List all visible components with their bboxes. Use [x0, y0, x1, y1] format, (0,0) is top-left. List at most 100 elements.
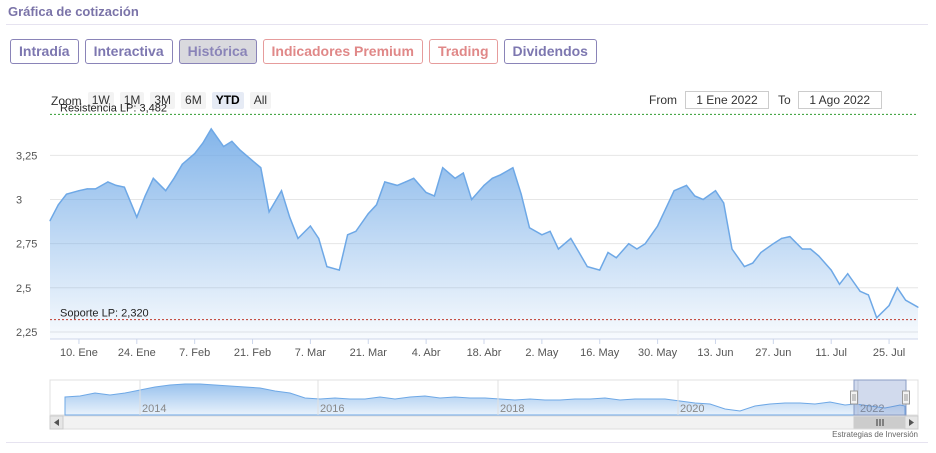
data-point: [694, 195, 696, 197]
data-point: [491, 177, 493, 179]
data-point: [115, 184, 117, 186]
y-axis-labels: 3,25 3 2,75 2,5 2,25: [16, 150, 37, 339]
data-point: [801, 248, 803, 250]
x-tick-label: 10. Ene: [60, 347, 98, 359]
chart-tabs: Intradía Interactiva Histórica Indicador…: [10, 39, 597, 64]
data-point: [528, 227, 531, 229]
tab-dividendos[interactable]: Dividendos: [503, 39, 597, 64]
navigator-scrollbar-track[interactable]: [49, 415, 919, 430]
data-point: [896, 287, 898, 289]
x-tick-label: 7. Feb: [179, 347, 210, 359]
tab-interactiva[interactable]: Interactiva: [84, 39, 173, 64]
tab-indicadores-premium[interactable]: Indicadores Premium: [262, 39, 423, 64]
data-point: [297, 237, 299, 239]
data-point: [289, 216, 291, 218]
data-point: [867, 294, 870, 296]
x-tick-label: 24. Ene: [118, 347, 156, 359]
navigator-year-label: 2016: [320, 403, 344, 415]
zoom-ytd-button[interactable]: YTD: [211, 92, 244, 109]
data-point: [165, 190, 167, 192]
data-point: [375, 204, 378, 206]
data-point: [210, 128, 212, 130]
range-from-input[interactable]: [685, 91, 769, 109]
zoom-1m-button[interactable]: 1M: [119, 92, 145, 109]
data-point: [239, 149, 241, 151]
data-point: [49, 220, 51, 222]
data-point: [859, 290, 861, 292]
data-point: [78, 190, 80, 192]
data-point: [471, 198, 473, 201]
data-point: [830, 269, 832, 271]
navigator-year-label: 2022: [860, 403, 884, 415]
support-label: Soporte LP: 2,320: [60, 308, 149, 320]
navigator-handle[interactable]: [850, 390, 858, 405]
data-point: [347, 234, 349, 236]
data-point: [578, 251, 580, 254]
data-point: [499, 174, 502, 176]
zoom-all-button[interactable]: All: [249, 92, 272, 109]
x-tick-label: 16. May: [580, 347, 620, 359]
data-point: [326, 266, 328, 268]
data-point: [202, 142, 204, 144]
data-point: [86, 188, 88, 190]
data-point: [549, 230, 551, 232]
navigator-year-label: 2014: [142, 403, 166, 415]
data-point: [789, 236, 791, 238]
data-point: [723, 202, 725, 204]
data-point: [231, 140, 233, 142]
x-tick-label: 21. Mar: [350, 347, 388, 359]
zoom-6m-button[interactable]: 6M: [181, 92, 206, 109]
data-point: [599, 269, 601, 271]
data-point: [181, 163, 183, 165]
data-point: [876, 317, 878, 319]
data-point: [636, 248, 638, 250]
data-point: [607, 251, 609, 254]
data-point: [905, 299, 907, 301]
data-point: [413, 177, 415, 179]
data-point: [781, 237, 783, 239]
data-point: [355, 230, 357, 232]
x-tick-label: 30. May: [638, 347, 678, 359]
tab-intradia[interactable]: Intradía: [10, 39, 79, 64]
range-from-label: From: [649, 93, 677, 107]
data-point: [644, 243, 646, 245]
chart-annotations: Resistencia LP: 3,482 Soporte LP: 2,320: [50, 102, 918, 321]
data-point: [136, 216, 138, 218]
data-point: [512, 167, 514, 169]
data-point: [520, 193, 522, 195]
range-to-input[interactable]: [797, 91, 882, 109]
data-point: [57, 204, 59, 206]
tab-trading[interactable]: Trading: [428, 39, 498, 64]
data-point: [557, 248, 560, 250]
data-point: [586, 266, 588, 268]
tab-historica[interactable]: Histórica: [178, 39, 257, 64]
x-tick-label: 4. Abr: [412, 347, 441, 359]
zoom-3m-button[interactable]: 3M: [150, 92, 176, 109]
resistance-label: Resistencia LP: 3,482: [60, 102, 167, 114]
data-point: [570, 237, 572, 239]
data-point: [442, 167, 444, 169]
data-point: [433, 195, 435, 197]
data-point: [673, 190, 675, 192]
data-point: [809, 248, 812, 250]
data-point: [194, 153, 196, 155]
navigator-handle[interactable]: [902, 390, 910, 405]
x-tick-label: 27. Jun: [755, 347, 791, 359]
scroll-right-arrow-icon: [909, 419, 914, 426]
data-point: [847, 273, 849, 275]
navigator-series: [64, 383, 906, 416]
zoom-1w-button[interactable]: 1W: [87, 92, 114, 109]
data-point: [657, 225, 659, 227]
data-point: [396, 184, 398, 186]
data-point: [731, 248, 733, 250]
data-point: [752, 262, 754, 264]
x-tick-label: 18. Abr: [467, 347, 502, 359]
data-point: [404, 181, 407, 183]
navigator-selection[interactable]: [853, 379, 907, 416]
data-point: [268, 211, 270, 213]
data-point: [888, 304, 890, 307]
data-point: [107, 181, 109, 183]
data-point: [685, 184, 688, 186]
data-point: [838, 283, 841, 285]
data-point: [917, 306, 919, 308]
